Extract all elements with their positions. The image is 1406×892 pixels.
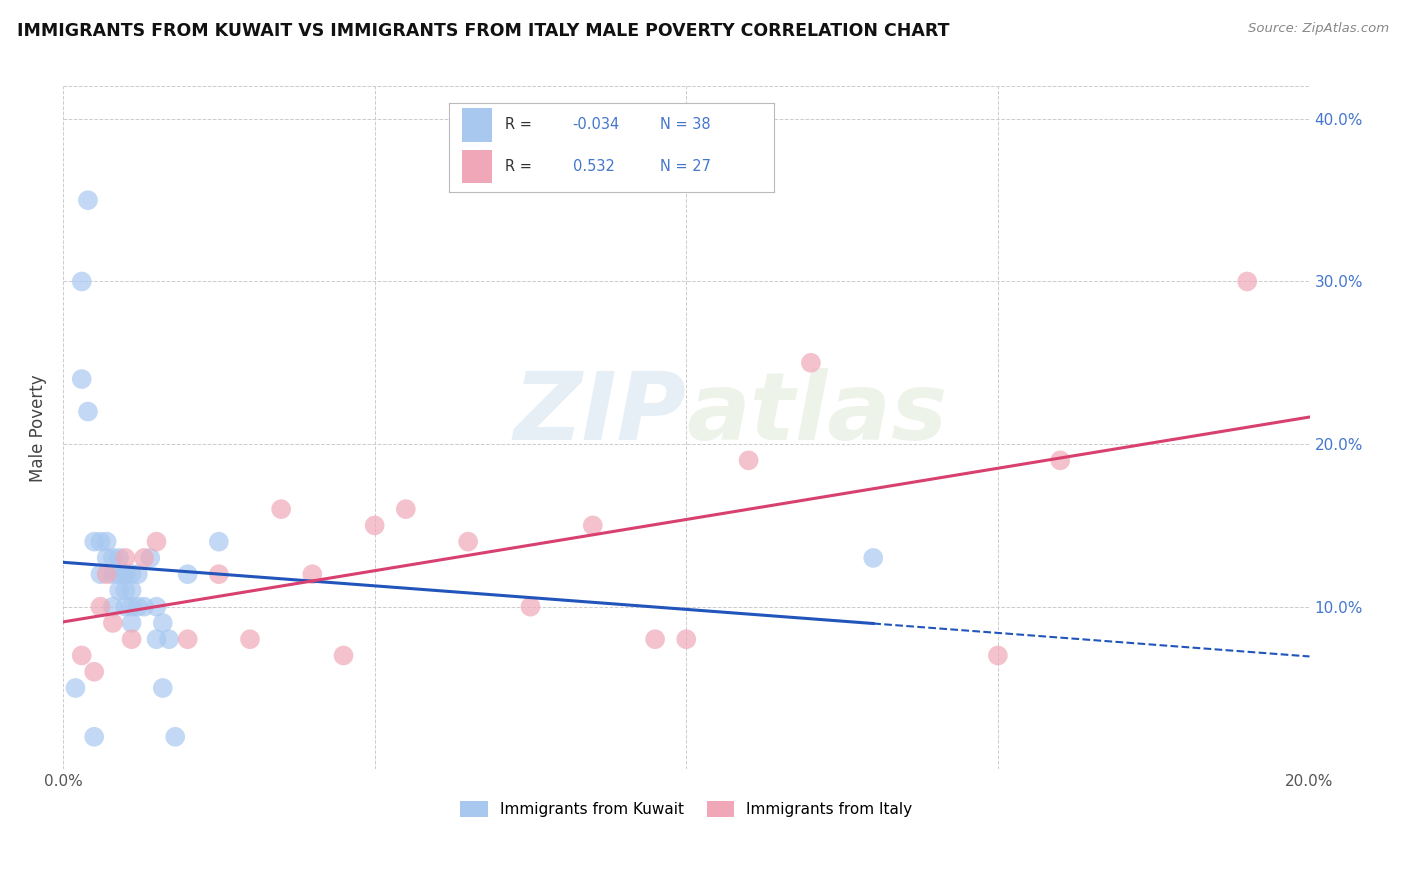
Point bbox=[145, 599, 167, 614]
Point bbox=[157, 632, 180, 647]
Point bbox=[737, 453, 759, 467]
Point bbox=[89, 534, 111, 549]
Point bbox=[121, 583, 143, 598]
Point bbox=[152, 615, 174, 630]
Point bbox=[89, 599, 111, 614]
Point bbox=[208, 567, 231, 582]
Point bbox=[114, 583, 136, 598]
Point bbox=[96, 534, 118, 549]
Point bbox=[1049, 453, 1071, 467]
Point bbox=[457, 534, 479, 549]
Point bbox=[395, 502, 418, 516]
Point bbox=[89, 567, 111, 582]
Point bbox=[208, 534, 231, 549]
Point bbox=[83, 665, 105, 679]
Point bbox=[239, 632, 262, 647]
Point bbox=[114, 567, 136, 582]
Point bbox=[139, 550, 162, 565]
Point bbox=[644, 632, 666, 647]
Point bbox=[101, 567, 124, 582]
Point bbox=[363, 518, 385, 533]
Point bbox=[1236, 275, 1258, 289]
Point bbox=[101, 615, 124, 630]
Point bbox=[121, 632, 143, 647]
Point bbox=[96, 567, 118, 582]
Point bbox=[77, 404, 100, 418]
Point bbox=[108, 567, 131, 582]
Y-axis label: Male Poverty: Male Poverty bbox=[30, 374, 46, 482]
Point bbox=[165, 730, 187, 744]
Point bbox=[176, 567, 198, 582]
Point bbox=[132, 599, 155, 614]
Point bbox=[862, 550, 884, 565]
Point bbox=[145, 632, 167, 647]
Point bbox=[127, 599, 149, 614]
Text: Source: ZipAtlas.com: Source: ZipAtlas.com bbox=[1249, 22, 1389, 36]
Point bbox=[114, 599, 136, 614]
Point bbox=[101, 550, 124, 565]
Point bbox=[519, 599, 541, 614]
Legend: Immigrants from Kuwait, Immigrants from Italy: Immigrants from Kuwait, Immigrants from … bbox=[454, 795, 918, 823]
Point bbox=[145, 534, 167, 549]
Point bbox=[70, 372, 93, 386]
Point bbox=[987, 648, 1010, 663]
Point bbox=[108, 550, 131, 565]
Point bbox=[301, 567, 323, 582]
Point bbox=[70, 648, 93, 663]
Point bbox=[270, 502, 292, 516]
Point bbox=[800, 356, 823, 370]
Point bbox=[121, 599, 143, 614]
Point bbox=[65, 681, 87, 695]
Point bbox=[176, 632, 198, 647]
Text: IMMIGRANTS FROM KUWAIT VS IMMIGRANTS FROM ITALY MALE POVERTY CORRELATION CHART: IMMIGRANTS FROM KUWAIT VS IMMIGRANTS FRO… bbox=[17, 22, 949, 40]
Point bbox=[77, 193, 100, 207]
Point bbox=[582, 518, 605, 533]
Point bbox=[96, 550, 118, 565]
Point bbox=[675, 632, 697, 647]
Point bbox=[108, 583, 131, 598]
Text: atlas: atlas bbox=[686, 368, 948, 460]
Text: ZIP: ZIP bbox=[513, 368, 686, 460]
Point bbox=[132, 550, 155, 565]
Point bbox=[114, 567, 136, 582]
Point bbox=[83, 534, 105, 549]
Point bbox=[332, 648, 354, 663]
Point bbox=[70, 275, 93, 289]
Point bbox=[121, 567, 143, 582]
Point bbox=[114, 550, 136, 565]
Point bbox=[101, 599, 124, 614]
Point bbox=[127, 567, 149, 582]
Point bbox=[121, 615, 143, 630]
Point bbox=[83, 730, 105, 744]
Point bbox=[152, 681, 174, 695]
